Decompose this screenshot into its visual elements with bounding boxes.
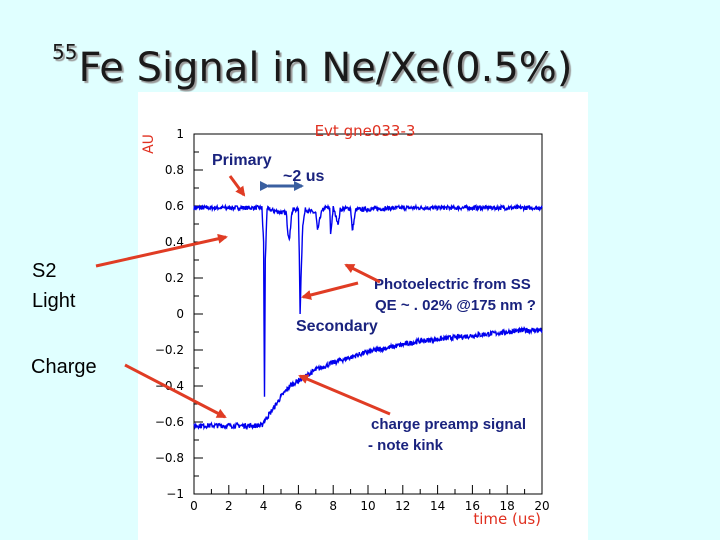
photoelectric-label-line2: QE ~ . 02% @175 nm ? <box>375 297 536 314</box>
x-tick-label: 10 <box>360 499 375 513</box>
x-tick-label: 4 <box>260 499 268 513</box>
y-tick-label: 1 <box>176 127 184 141</box>
s2-label-line2: Light <box>32 290 76 312</box>
y-tick-label: −0.4 <box>155 379 184 393</box>
oscilloscope-chart: 0 2 4 6 8 10 12 14 16 18 20 1 0.8 0.6 0.4 0.2 0 −0.2 −0.4 −… <box>141 122 550 528</box>
y-tick-label: 0 <box>176 307 184 321</box>
x-tick-label: 6 <box>295 499 303 513</box>
light-trace <box>193 203 543 397</box>
y-tick-label: −0.2 <box>155 343 184 357</box>
y-tick-label: −0.8 <box>155 451 184 465</box>
s2-light-label: S2 Light <box>32 256 75 316</box>
x-tick-label: 8 <box>329 499 337 513</box>
y-axis-label: AU <box>141 134 157 154</box>
x-tick-label: 0 <box>190 499 198 513</box>
x-axis-label: time (us) <box>473 510 541 528</box>
y-tick-label: 0.6 <box>165 199 184 213</box>
x-tick-label: 20 <box>534 499 549 513</box>
x-tick-label: 12 <box>395 499 410 513</box>
y-tick-label: 0.2 <box>165 271 184 285</box>
pulse-width-label: ~2 us <box>283 168 325 185</box>
secondary-label: Secondary <box>296 318 378 335</box>
x-tick-label: 2 <box>225 499 233 513</box>
y-tick-label: −0.6 <box>155 415 184 429</box>
preamp-label-line1: charge preamp signal <box>371 416 527 433</box>
x-tick-label: 14 <box>430 499 445 513</box>
preamp-label-line2: - note kink <box>368 437 444 454</box>
title-text: Fe Signal in Ne/Xe(0.5%) <box>78 45 573 91</box>
s2-label-line1: S2 <box>32 260 57 282</box>
charge-label: Charge <box>31 356 97 378</box>
y-tick-label: 0.8 <box>165 163 184 177</box>
title-superscript: 55 <box>52 40 78 64</box>
x-tick-label: 16 <box>465 499 480 513</box>
charge-trace <box>193 325 543 431</box>
photoelectric-label-line1: Photoelectric from SS <box>374 276 531 293</box>
y-tick-label: −1 <box>166 487 184 501</box>
y-tick-label: 0.4 <box>165 235 184 249</box>
plot-panel: 0 2 4 6 8 10 12 14 16 18 20 1 0.8 0.6 0.4 0.2 0 −0.2 −0.4 −… <box>138 92 588 540</box>
plot-title: Evt gne033-3 <box>315 122 416 140</box>
primary-label: Primary <box>212 152 272 169</box>
slide-title: 55Fe Signal in Ne/Xe(0.5%) <box>52 40 572 91</box>
x-tick-label: 18 <box>500 499 515 513</box>
